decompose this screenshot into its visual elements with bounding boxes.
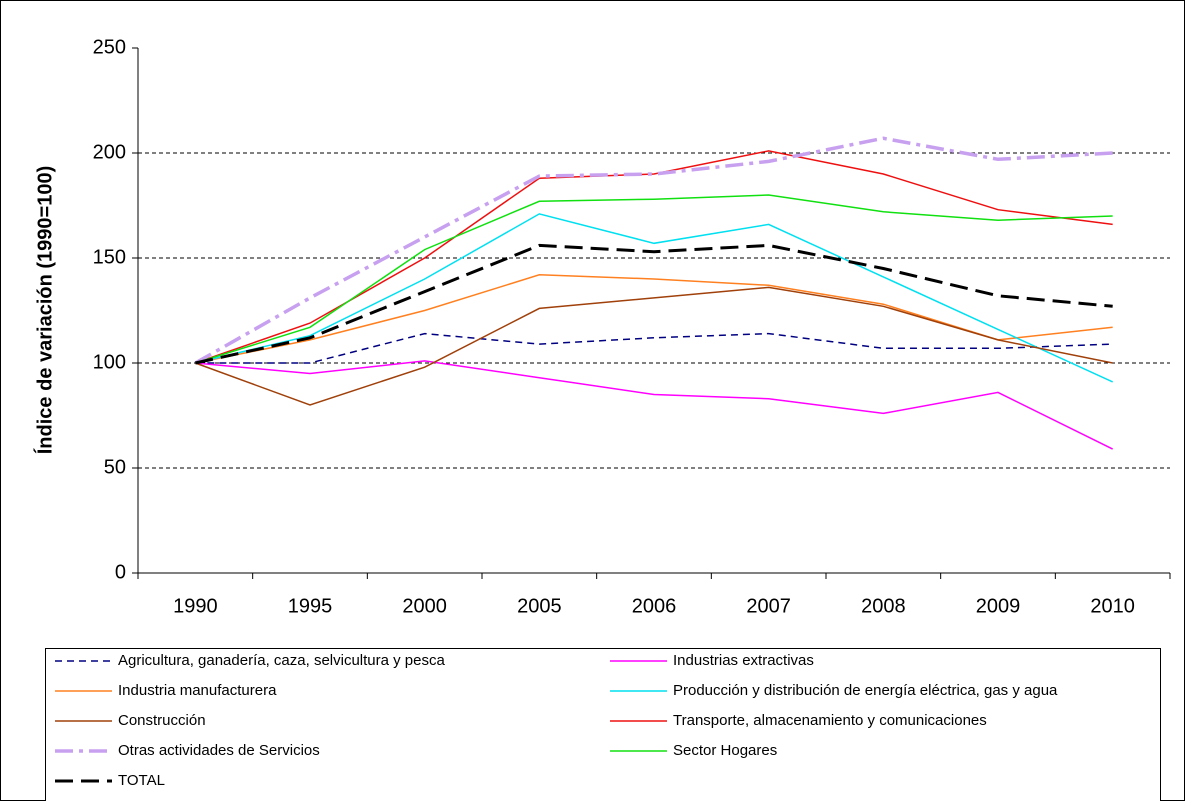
x-tick-label: 2005 bbox=[517, 595, 562, 617]
legend-label: Otras actividades de Servicios bbox=[118, 742, 320, 759]
x-tick-label: 2010 bbox=[1090, 595, 1135, 617]
x-tick-label: 1995 bbox=[288, 595, 333, 617]
x-tick-label: 2007 bbox=[746, 595, 791, 617]
x-tick-label: 2008 bbox=[861, 595, 906, 617]
x-tick-label: 2009 bbox=[976, 595, 1021, 617]
legend-label: TOTAL bbox=[118, 772, 165, 789]
series-line bbox=[195, 332, 1113, 364]
y-tick-label: 100 bbox=[93, 351, 126, 373]
legend-label: Agricultura, ganadería, caza, selvicultu… bbox=[118, 652, 445, 669]
series-line bbox=[195, 286, 1113, 406]
legend-label: Industrias extractivas bbox=[673, 652, 814, 669]
y-tick-label: 50 bbox=[104, 456, 126, 478]
series-line bbox=[195, 243, 1113, 365]
y-axis-label: Índice de variación (1990=100) bbox=[33, 166, 56, 455]
y-tick-label: 150 bbox=[93, 246, 126, 268]
legend-label: Producción y distribución de energía elé… bbox=[673, 682, 1058, 699]
x-tick-label: 2006 bbox=[632, 595, 677, 617]
series-line bbox=[195, 360, 1114, 450]
x-tick-label: 1990 bbox=[173, 595, 218, 617]
legend-label: Sector Hogares bbox=[673, 742, 777, 759]
series-line bbox=[195, 213, 1113, 383]
series-line bbox=[194, 136, 1113, 365]
series-line bbox=[195, 194, 1113, 364]
legend-box bbox=[45, 648, 1161, 801]
y-tick-label: 250 bbox=[93, 36, 126, 58]
legend-label: Industria manufacturera bbox=[118, 682, 277, 699]
x-tick-label: 2000 bbox=[402, 595, 447, 617]
y-tick-label: 0 bbox=[115, 561, 126, 583]
y-tick-label: 200 bbox=[93, 141, 126, 163]
legend-label: Transporte, almacenamiento y comunicacio… bbox=[673, 712, 987, 729]
legend-label: Construcción bbox=[118, 712, 206, 729]
